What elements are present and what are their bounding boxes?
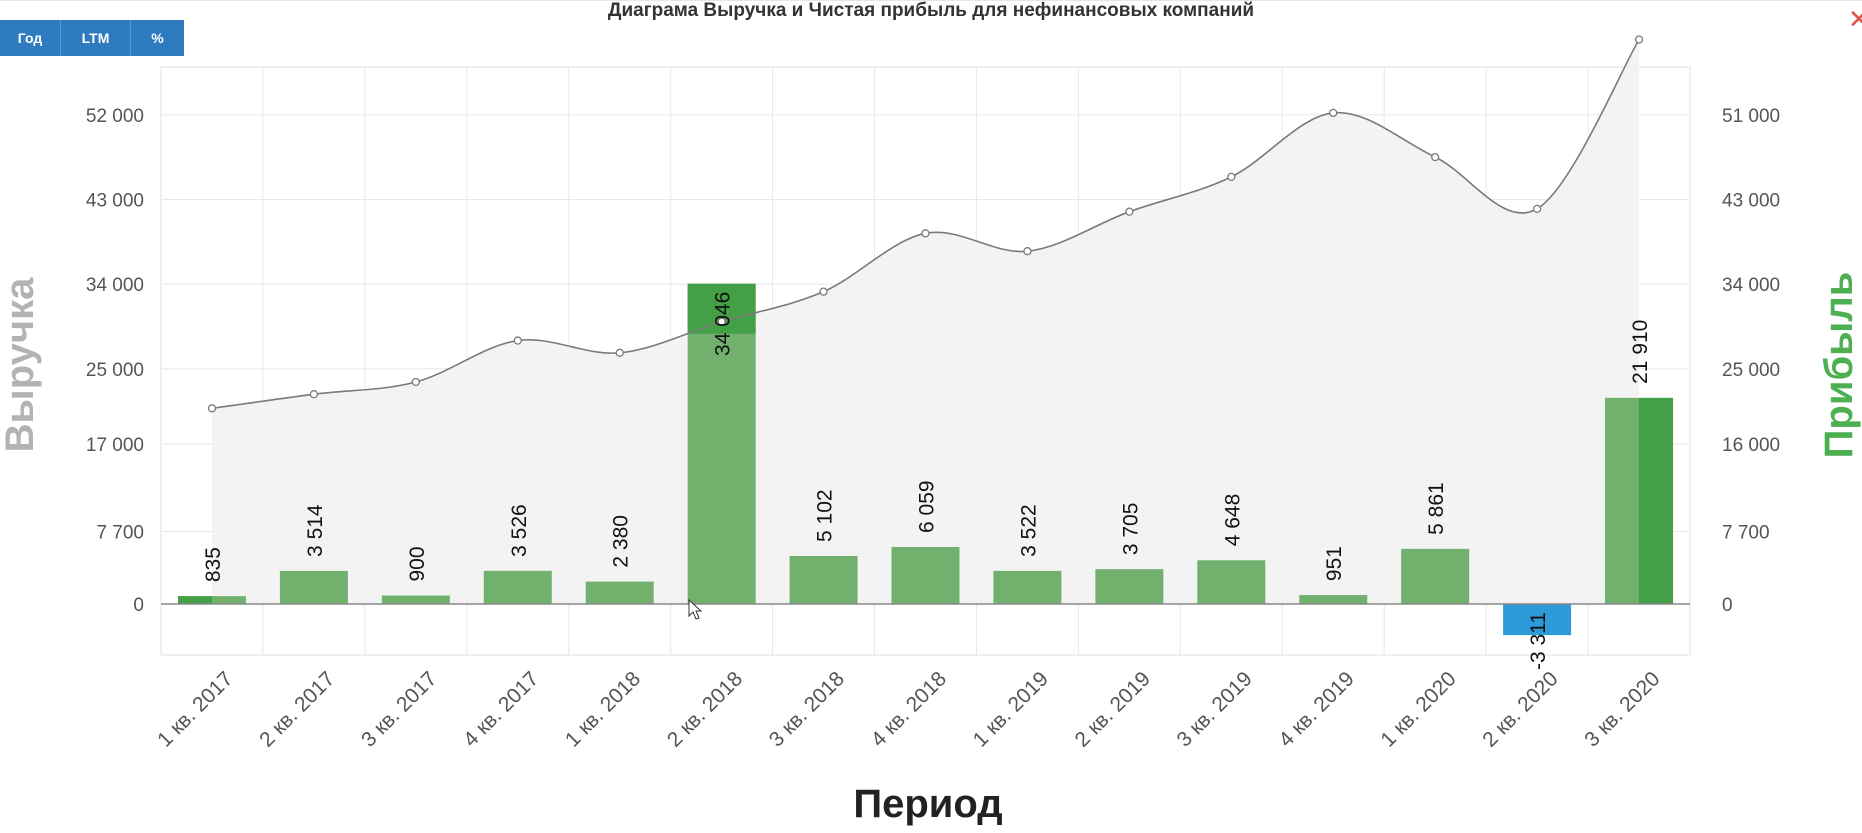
right-axis-tick: 7 700: [1722, 523, 1770, 544]
revenue-point: [513, 336, 522, 345]
revenue-point: [309, 390, 319, 399]
y-axis-label-right: Прибыль: [1817, 272, 1861, 459]
revenue-points: [207, 35, 1644, 413]
profit-bar: [1095, 569, 1164, 604]
plot-frame: [160, 66, 1691, 656]
bar-data-label: 6 059: [916, 480, 939, 533]
percent-button[interactable]: %: [131, 20, 184, 56]
profit-bar: [789, 556, 858, 604]
category-label: 4 кв. 2018: [867, 667, 951, 751]
category-label: 2 кв. 2018: [663, 667, 747, 751]
profit-bar: [381, 595, 450, 604]
profit-bar: [1503, 604, 1572, 636]
left-axis-tick: 7 700: [96, 523, 144, 544]
right-axis-tick: 43 000: [1722, 190, 1780, 211]
y-axis-label-left: Выручка: [0, 277, 42, 452]
left-axis-ticks: 0 7 700 17 000 25 000 34 000 43 000 52 000: [86, 106, 144, 616]
category-label: 2 кв. 2020: [1478, 667, 1562, 751]
bar-data-label: 21 910: [1629, 320, 1652, 384]
category-labels: 1 кв. 2017 2 кв. 2017 3 кв. 2017 4 кв. 2017…: [153, 667, 1664, 751]
profit-bars: [177, 283, 1674, 636]
bar-data-label: 3 514: [304, 504, 327, 557]
x-axis-label: Период: [853, 782, 1002, 826]
revenue-point: [1634, 35, 1644, 44]
revenue-area: [211, 39, 1640, 604]
bar-data-labels: 835 3 514 900 3 526 2 380 34 046 5 102 6 059 3 5…: [202, 292, 1652, 670]
revenue-point: [1329, 108, 1338, 118]
bar-data-label: 3 522: [1017, 504, 1040, 557]
revenue-point: [1023, 247, 1032, 256]
profit-bar: [279, 570, 348, 604]
right-axis-tick: 34 000: [1722, 275, 1780, 296]
right-axis-ticks: 0 7 700 16 000 25 000 34 000 43 000 51 000: [1722, 106, 1780, 616]
category-label: 4 кв. 2017: [459, 667, 543, 751]
profit-bar: [1299, 595, 1368, 604]
left-axis-tick: 0: [133, 595, 144, 616]
bar-data-label: 835: [202, 547, 225, 582]
close-icon[interactable]: ✕: [1848, 4, 1862, 34]
revenue-point: [1532, 204, 1542, 214]
profit-bar: [483, 570, 552, 604]
category-label: 1 кв. 2017: [153, 667, 237, 751]
bar-data-label: 900: [406, 546, 429, 581]
profit-bar: [993, 570, 1062, 604]
right-axis-tick: 16 000: [1722, 435, 1780, 456]
bar-data-label: 4 648: [1221, 494, 1244, 547]
profit-bar-highlight: [177, 596, 212, 604]
category-label: 3 кв. 2017: [357, 667, 441, 751]
bar-data-label: 5 102: [814, 489, 837, 542]
bar-data-label: -3 311: [1527, 612, 1550, 670]
profit-bar: [585, 581, 654, 604]
profit-bar: [687, 283, 756, 604]
left-axis-tick: 34 000: [86, 275, 144, 296]
year-button[interactable]: Год: [0, 20, 61, 56]
revenue-point: [921, 229, 930, 238]
period-toggle-group: Год LTM %: [0, 20, 184, 56]
category-label: 3 кв. 2018: [765, 667, 849, 751]
revenue-point: [1125, 207, 1134, 216]
ltm-button[interactable]: LTM: [61, 20, 131, 56]
revenue-point: [411, 377, 420, 387]
right-axis-tick: 25 000: [1722, 360, 1780, 381]
top-border: [0, 0, 1862, 1]
left-axis-tick: 17 000: [86, 435, 144, 456]
revenue-point: [819, 287, 828, 296]
profit-bar: [891, 546, 960, 604]
category-label: 2 кв. 2019: [1071, 667, 1155, 751]
bar-data-label: 3 705: [1119, 503, 1142, 556]
left-axis-tick: 25 000: [86, 360, 144, 381]
bar-data-label: 3 526: [508, 504, 531, 557]
right-axis-tick: 51 000: [1722, 106, 1780, 127]
left-axis-tick: 52 000: [86, 106, 144, 127]
right-axis-tick: 0: [1722, 595, 1733, 616]
category-label: 4 кв. 2019: [1274, 667, 1358, 751]
profit-bar: [1197, 560, 1266, 604]
category-label: 1 кв. 2020: [1376, 667, 1460, 751]
revenue-point: [207, 404, 217, 413]
left-axis-tick: 43 000: [86, 190, 144, 211]
chart-title: Диаграма Выручка и Чистая прибыль для не…: [607, 0, 1255, 21]
bar-data-label: 951: [1323, 546, 1346, 581]
category-label: 1 кв. 2018: [561, 667, 645, 751]
category-label: 3 кв. 2019: [1173, 667, 1257, 751]
revenue-point: [1227, 172, 1236, 182]
bar-data-label: 2 380: [610, 515, 633, 568]
revenue-point: [717, 317, 726, 326]
revenue-point: [1431, 152, 1440, 162]
bar-data-label: 34 046: [712, 292, 735, 356]
revenue-point: [615, 348, 624, 357]
category-label: 2 кв. 2017: [255, 667, 339, 751]
mouse-cursor-icon: [688, 599, 702, 620]
category-label: 1 кв. 2019: [969, 667, 1053, 751]
category-label: 3 кв. 2020: [1580, 667, 1664, 751]
profit-bar: [1401, 548, 1470, 604]
profit-bar-highlight: [1639, 397, 1674, 604]
bar-data-label: 5 861: [1425, 482, 1448, 535]
